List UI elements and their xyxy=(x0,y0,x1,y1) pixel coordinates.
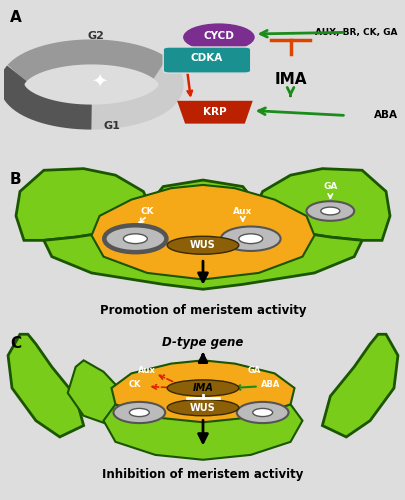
Polygon shape xyxy=(177,101,252,124)
FancyBboxPatch shape xyxy=(163,47,250,73)
Text: ABA: ABA xyxy=(260,380,279,390)
Circle shape xyxy=(306,201,353,221)
Text: AUX, BR, CK, GA: AUX, BR, CK, GA xyxy=(315,28,397,37)
Text: Promotion of meristem activity: Promotion of meristem activity xyxy=(100,304,305,316)
Circle shape xyxy=(220,226,280,251)
Text: CYCD: CYCD xyxy=(203,30,234,40)
Polygon shape xyxy=(92,185,313,280)
Text: IMA: IMA xyxy=(192,383,213,393)
Text: KRP: KRP xyxy=(202,107,226,117)
Text: ABA: ABA xyxy=(373,110,397,120)
Circle shape xyxy=(238,234,262,243)
Text: WUS: WUS xyxy=(190,402,215,412)
Polygon shape xyxy=(322,334,397,437)
Text: CDKA: CDKA xyxy=(190,54,223,64)
Polygon shape xyxy=(111,360,294,422)
Ellipse shape xyxy=(167,236,238,254)
Circle shape xyxy=(252,408,272,416)
Text: WUS: WUS xyxy=(190,240,215,250)
Text: ✦: ✦ xyxy=(91,72,107,90)
Text: A: A xyxy=(10,10,22,24)
Text: G2: G2 xyxy=(87,31,104,41)
Polygon shape xyxy=(44,180,361,289)
Circle shape xyxy=(320,207,339,215)
Text: GA: GA xyxy=(247,366,261,374)
Text: B: B xyxy=(10,172,21,187)
Text: IMA: IMA xyxy=(274,72,306,87)
Circle shape xyxy=(123,234,147,243)
Circle shape xyxy=(129,408,149,416)
Text: CK: CK xyxy=(140,206,154,216)
Text: GA: GA xyxy=(322,182,337,191)
Text: D-type gene: D-type gene xyxy=(162,336,243,349)
Ellipse shape xyxy=(183,24,254,51)
Circle shape xyxy=(105,226,165,251)
Polygon shape xyxy=(68,360,131,426)
Text: G1: G1 xyxy=(103,120,119,130)
Polygon shape xyxy=(254,168,389,240)
Polygon shape xyxy=(16,168,151,240)
Text: M: M xyxy=(173,52,184,62)
Circle shape xyxy=(113,402,165,423)
Text: Aux: Aux xyxy=(138,366,156,374)
Text: C: C xyxy=(10,336,21,351)
Text: Inhibition of meristem activity: Inhibition of meristem activity xyxy=(102,468,303,480)
Text: Aux: Aux xyxy=(232,206,252,216)
Polygon shape xyxy=(8,334,83,437)
Text: CK: CK xyxy=(129,380,141,390)
Ellipse shape xyxy=(167,400,238,416)
Ellipse shape xyxy=(167,380,238,396)
Circle shape xyxy=(236,402,288,423)
Polygon shape xyxy=(103,404,302,460)
